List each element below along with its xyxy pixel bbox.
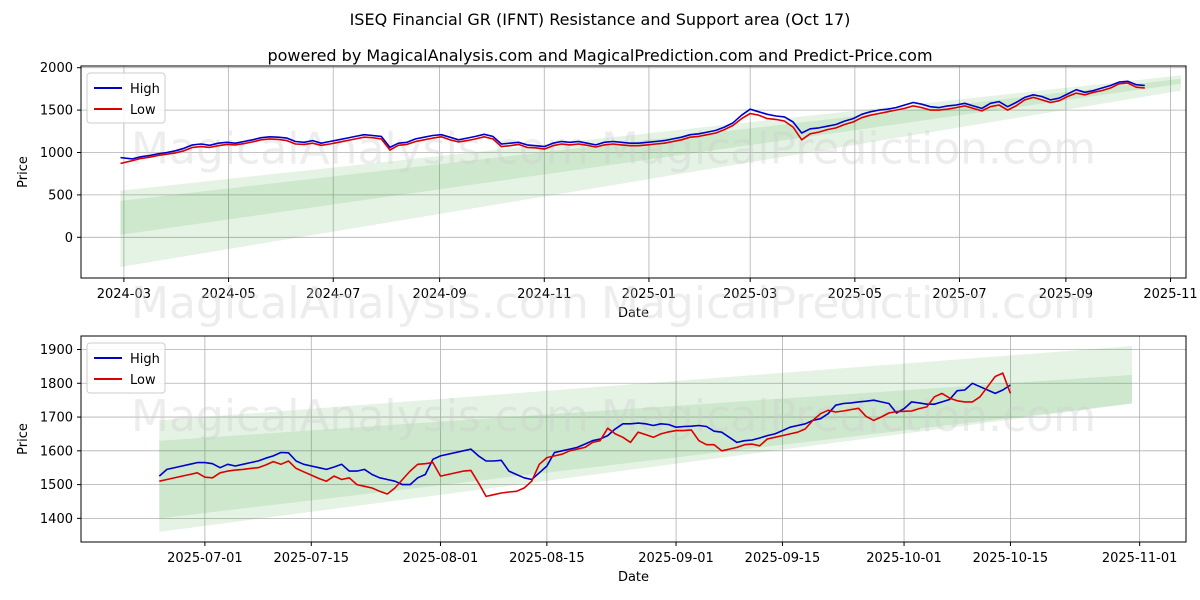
support-resistance-band-1 <box>159 346 1133 532</box>
watermark-text: MagicalAnalysis.com <box>131 278 589 329</box>
axes-frame <box>80 65 1187 279</box>
x-tick-label: 2025-09 <box>1039 287 1093 302</box>
chart-subtitle: powered by MagicalAnalysis.com and Magic… <box>267 46 933 65</box>
series-line-high <box>120 80 1145 160</box>
x-tick-label: 2025-07-15 <box>273 551 349 566</box>
chart-panel-1: MagicalAnalysis.com MagicalPrediction.com… <box>16 61 1198 321</box>
y-axis-label: Price <box>16 423 31 455</box>
legend: High Low <box>86 72 166 124</box>
y-tick-label: 1500 <box>40 478 73 493</box>
series-line-low <box>159 372 1012 498</box>
y-tick-label: 1400 <box>40 512 73 527</box>
x-tick-label: 2024-03 <box>97 287 151 302</box>
y-tick-label: 1900 <box>40 343 73 358</box>
x-tick-label: 2025-07 <box>932 287 986 302</box>
x-tick-label: 2025-08-15 <box>509 551 585 566</box>
x-tick-label: 2025-07-01 <box>167 551 243 566</box>
watermark-text: MagicalPrediction.com <box>601 391 1096 442</box>
chart-panel-2: MagicalAnalysis.com MagicalPrediction.com… <box>16 335 1187 585</box>
plot-area: MagicalAnalysis.com MagicalPrediction.com <box>131 346 1133 532</box>
x-axis-label: Date <box>618 306 649 321</box>
y-tick-label: 500 <box>48 188 73 203</box>
x-tick-label: 2025-05 <box>828 287 882 302</box>
y-tick-label: 1800 <box>40 377 73 392</box>
support-resistance-band-2 <box>120 78 1181 235</box>
support-resistance-band-1 <box>120 75 1181 267</box>
y-tick-label: 1000 <box>40 146 73 161</box>
chart-title: ISEQ Financial GR (IFNT) Resistance and … <box>349 10 851 29</box>
x-tick-label: 2025-08-01 <box>403 551 479 566</box>
x-tick-label: 2025-10-15 <box>973 551 1049 566</box>
x-tick-label: 2025-09-01 <box>638 551 714 566</box>
watermark-text: MagicalAnalysis.com <box>131 124 589 175</box>
legend-label-low: Low <box>130 373 156 388</box>
x-tick-label: 2025-03 <box>723 287 777 302</box>
x-tick-label: 2024-11 <box>517 287 571 302</box>
legend-label-high: High <box>130 82 160 97</box>
x-tick-label: 2024-07 <box>306 287 360 302</box>
legend-label-low: Low <box>130 103 156 118</box>
legend: High Low <box>86 342 166 394</box>
x-tick-label: 2025-09-15 <box>745 551 821 566</box>
watermark-text: MagicalAnalysis.com <box>131 391 589 442</box>
x-tick-label: 2025-01 <box>622 287 676 302</box>
legend-box <box>86 72 166 124</box>
y-tick-label: 2000 <box>40 61 73 76</box>
x-tick-label: 2025-11 <box>1143 287 1197 302</box>
plot-area: MagicalAnalysis.com MagicalPrediction.com <box>120 75 1181 267</box>
watermark-text: MagicalPrediction.com <box>601 124 1096 175</box>
axes-frame <box>80 335 1187 543</box>
x-tick-label: 2024-05 <box>201 287 255 302</box>
x-tick-label: 2024-09 <box>412 287 466 302</box>
y-tick-label: 0 <box>65 231 73 246</box>
watermark-text: MagicalPrediction.com <box>601 278 1096 329</box>
y-axis-label: Price <box>16 156 31 188</box>
support-resistance-band-2 <box>159 374 1133 519</box>
legend-box <box>86 342 166 394</box>
series-line-high <box>158 382 1011 486</box>
series-line-low <box>120 82 1145 165</box>
y-tick-label: 1600 <box>40 444 73 459</box>
x-tick-label: 2025-10-01 <box>866 551 942 566</box>
y-tick-label: 1500 <box>40 104 73 119</box>
x-tick-label: 2025-11-01 <box>1102 551 1178 566</box>
x-axis-label: Date <box>618 570 649 585</box>
y-tick-label: 1700 <box>40 411 73 426</box>
legend-label-high: High <box>130 352 160 367</box>
